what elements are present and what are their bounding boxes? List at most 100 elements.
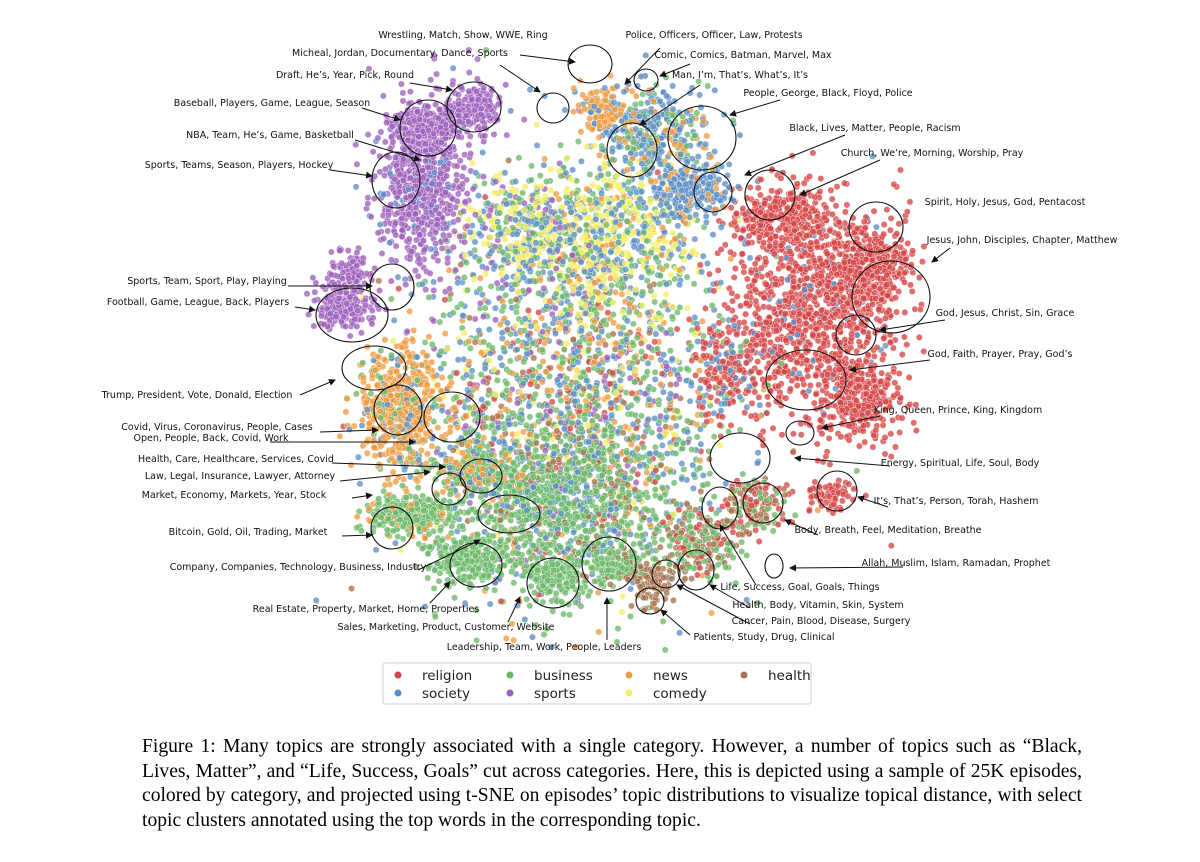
scatter-point-society <box>638 243 645 251</box>
scatter-point-business <box>499 248 506 256</box>
scatter-point-comedy <box>535 210 543 218</box>
scatter-point-comedy <box>594 184 602 191</box>
scatter-point-news <box>472 384 480 392</box>
scatter-point-society <box>756 401 764 409</box>
scatter-point-news <box>670 414 677 421</box>
scatter-point-society <box>506 192 514 200</box>
scatter-point-society <box>481 365 489 372</box>
scatter-point-society <box>554 376 561 384</box>
scatter-point-business <box>551 472 558 480</box>
scatter-point-business <box>600 317 607 325</box>
scatter-point-business <box>651 368 659 376</box>
scatter-point-business <box>462 429 470 437</box>
scatter-point-comedy <box>639 302 647 309</box>
scatter-point-business <box>528 162 535 170</box>
scatter-point-business <box>440 360 448 368</box>
scatter-point-business <box>523 421 530 429</box>
scatter-point-business <box>736 426 744 434</box>
scatter-point-business <box>607 432 615 440</box>
scatter-point-business <box>582 527 590 535</box>
scatter-point-society <box>586 383 594 391</box>
scatter-point-comedy <box>610 196 617 204</box>
scatter-point-health <box>545 420 553 428</box>
scatter-point-religion <box>769 424 777 432</box>
scatter-point-society <box>525 402 533 410</box>
scatter-point-business <box>387 295 395 303</box>
scatter-point-business <box>673 407 681 415</box>
scatter-point-business <box>476 285 484 293</box>
scatter-point-comedy <box>589 181 596 189</box>
scatter-point-business <box>484 399 492 407</box>
scatter-point-business <box>604 257 612 265</box>
scatter-point-religion <box>903 341 911 348</box>
scatter-point-comedy <box>575 311 582 318</box>
scatter-point-society <box>667 251 675 259</box>
scatter-point-society <box>557 418 565 426</box>
scatter-point-comedy <box>637 180 645 188</box>
scatter-point-religion <box>883 206 891 214</box>
scatter-point-business <box>643 277 651 285</box>
scatter-point-business <box>548 240 556 248</box>
scatter-point-religion <box>673 325 681 333</box>
scatter-point-business <box>696 464 704 472</box>
scatter-point-society <box>627 585 634 593</box>
scatter-point-business <box>536 363 543 371</box>
scatter-point-health <box>680 514 688 522</box>
scatter-point-business <box>604 170 612 178</box>
scatter-point-business <box>491 586 499 594</box>
scatter-point-religion <box>790 277 798 285</box>
scatter-point-business <box>668 313 676 321</box>
scatter-point-religion <box>809 331 817 339</box>
scatter-point-business <box>475 257 483 265</box>
scatter-point-comedy <box>654 238 662 246</box>
scatter-point-society <box>641 223 649 231</box>
scatter-point-society <box>507 107 515 115</box>
scatter-point-health <box>554 433 562 441</box>
scatter-point-society <box>699 252 707 260</box>
scatter-point-society <box>574 347 582 355</box>
scatter-point-society <box>569 166 576 174</box>
scatter-point-sports <box>525 286 533 294</box>
scatter-point-society <box>583 483 591 491</box>
scatter-point-business <box>582 221 590 229</box>
scatter-point-business <box>556 469 564 477</box>
scatter-point-news <box>612 339 620 347</box>
scatter-point-society <box>527 322 535 330</box>
scatter-point-news <box>508 369 516 377</box>
scatter-point-comedy <box>570 281 578 289</box>
scatter-point-health <box>569 336 577 343</box>
scatter-point-business <box>641 249 648 257</box>
scatter-point-comedy <box>513 239 520 247</box>
scatter-point-business <box>647 249 655 256</box>
scatter-point-society <box>553 246 561 254</box>
scatter-point-business <box>588 447 595 454</box>
scatter-point-news <box>591 279 598 287</box>
scatter-point-health <box>457 261 465 268</box>
scatter-point-news <box>406 307 413 315</box>
scatter-point-business <box>662 498 670 505</box>
scatter-point-religion <box>743 292 750 300</box>
scatter-point-comedy <box>522 223 530 231</box>
scatter-point-society <box>391 539 399 547</box>
scatter-point-business <box>853 467 861 475</box>
scatter-point-comedy <box>557 309 565 317</box>
scatter-point-society <box>522 262 529 270</box>
scatter-point-business <box>557 172 565 180</box>
scatter-point-business <box>440 311 447 319</box>
scatter-point-business <box>554 495 562 503</box>
scatter-point-comedy <box>534 194 542 201</box>
scatter-point-business <box>554 214 562 222</box>
scatter-point-news <box>659 265 667 273</box>
scatter-point-business <box>623 504 631 512</box>
scatter-point-religion <box>606 380 614 388</box>
scatter-point-business <box>710 433 718 440</box>
scatter-point-religion <box>604 309 612 317</box>
scatter-point-business <box>543 178 550 186</box>
scatter-point-business <box>643 237 651 245</box>
scatter-point-society <box>668 355 676 363</box>
scatter-point-society <box>529 633 536 641</box>
scatter-point-religion <box>658 370 666 378</box>
scatter-point-business <box>679 439 687 447</box>
scatter-point-health <box>512 295 520 303</box>
scatter-point-society <box>561 486 569 494</box>
